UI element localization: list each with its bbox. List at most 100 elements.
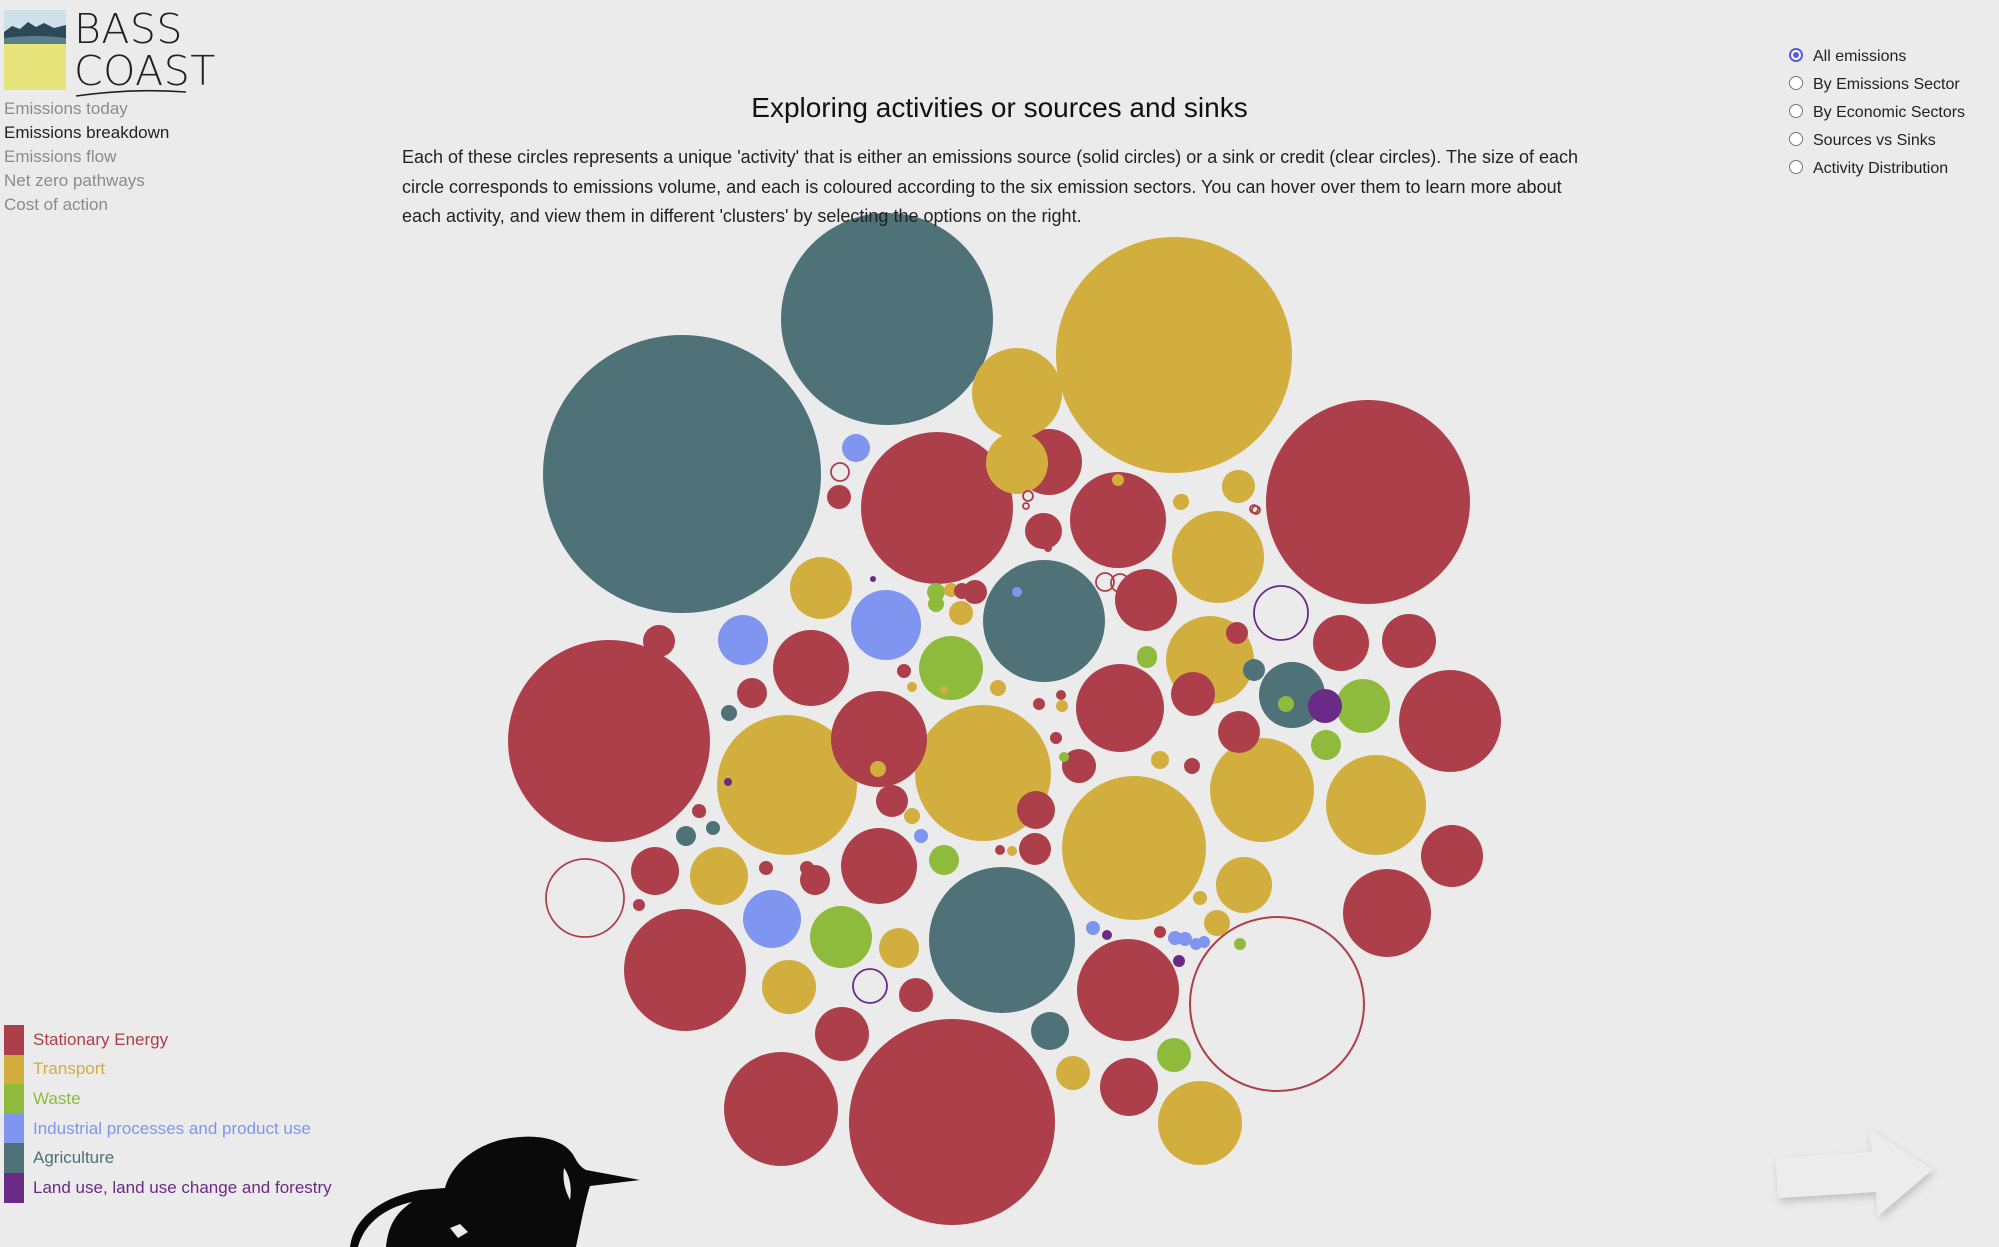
radio-by-economic-sectors[interactable] bbox=[1789, 104, 1803, 118]
activity-source-bubble[interactable] bbox=[1234, 938, 1246, 950]
activity-source-bubble[interactable] bbox=[1025, 513, 1061, 549]
activity-source-bubble[interactable] bbox=[676, 826, 696, 846]
activity-source-bubble[interactable] bbox=[1311, 730, 1341, 760]
activity-source-bubble[interactable] bbox=[773, 630, 849, 706]
nav-emissions-breakdown[interactable]: Emissions breakdown bbox=[4, 123, 170, 142]
activity-source-bubble[interactable] bbox=[1019, 833, 1051, 865]
activity-sink-bubble[interactable] bbox=[1022, 490, 1034, 502]
radio-by-emissions-sector[interactable] bbox=[1789, 76, 1803, 90]
activity-source-bubble[interactable] bbox=[870, 576, 876, 582]
activity-source-bubble[interactable] bbox=[929, 845, 959, 875]
activity-source-bubble[interactable] bbox=[963, 580, 987, 604]
activity-source-bubble[interactable] bbox=[1017, 791, 1055, 829]
activity-source-bubble[interactable] bbox=[914, 829, 928, 843]
nav-emissions-flow[interactable]: Emissions flow bbox=[4, 147, 117, 166]
activity-source-bubble[interactable] bbox=[831, 691, 927, 787]
activity-source-bubble[interactable] bbox=[1012, 587, 1022, 597]
activity-source-bubble[interactable] bbox=[1102, 930, 1112, 940]
activity-source-bubble[interactable] bbox=[1044, 544, 1052, 552]
next-arrow-button[interactable] bbox=[1770, 1118, 1940, 1223]
option-by-economic-sectors[interactable]: By Economic Sectors bbox=[1789, 99, 1965, 127]
activity-sink-bubble[interactable] bbox=[1249, 504, 1259, 514]
activity-source-bubble[interactable] bbox=[1082, 864, 1092, 874]
activity-source-bubble[interactable] bbox=[827, 485, 851, 509]
activity-source-bubble[interactable] bbox=[1175, 494, 1189, 508]
activity-source-bubble[interactable] bbox=[724, 778, 732, 786]
activity-source-bubble[interactable] bbox=[1184, 758, 1200, 774]
activity-source-bubble[interactable] bbox=[1336, 679, 1390, 733]
activity-source-bubble[interactable] bbox=[1100, 1058, 1158, 1116]
activity-source-bubble[interactable] bbox=[1259, 662, 1325, 728]
activity-sink-bubble[interactable] bbox=[545, 858, 625, 938]
activity-source-bubble[interactable] bbox=[810, 906, 872, 968]
activity-source-bubble[interactable] bbox=[904, 808, 920, 824]
activity-source-bubble[interactable] bbox=[897, 664, 911, 678]
activity-source-bubble[interactable] bbox=[759, 861, 773, 875]
activity-source-bubble[interactable] bbox=[790, 557, 852, 619]
activity-source-bubble[interactable] bbox=[879, 928, 919, 968]
activity-sink-bubble[interactable] bbox=[1110, 573, 1130, 593]
activity-source-bubble[interactable] bbox=[800, 861, 814, 875]
activity-source-bubble[interactable] bbox=[1033, 698, 1045, 710]
activity-source-bubble[interactable] bbox=[1086, 921, 1100, 935]
activity-source-bubble[interactable] bbox=[991, 682, 1005, 696]
activity-source-bubble[interactable] bbox=[762, 960, 816, 1014]
activity-source-bubble[interactable] bbox=[915, 705, 1051, 841]
activity-source-bubble[interactable] bbox=[1308, 689, 1342, 723]
option-all-emissions[interactable]: All emissions bbox=[1789, 43, 1965, 71]
activity-source-bubble[interactable] bbox=[1343, 869, 1431, 957]
activity-source-bubble[interactable] bbox=[861, 432, 1013, 584]
activity-source-bubble[interactable] bbox=[1204, 910, 1230, 936]
nav-net-zero-pathways[interactable]: Net zero pathways bbox=[4, 171, 145, 190]
activity-sink-bubble[interactable] bbox=[1253, 585, 1309, 641]
activity-source-bubble[interactable] bbox=[1056, 690, 1066, 700]
activity-source-bubble[interactable] bbox=[694, 806, 706, 818]
activity-source-bubble[interactable] bbox=[1112, 474, 1124, 486]
activity-source-bubble[interactable] bbox=[1062, 749, 1096, 783]
activity-source-bubble[interactable] bbox=[781, 213, 993, 425]
activity-source-bubble[interactable] bbox=[899, 978, 933, 1012]
activity-source-bubble[interactable] bbox=[1077, 939, 1179, 1041]
activity-source-bubble[interactable] bbox=[1178, 932, 1192, 946]
activity-source-bubble[interactable] bbox=[1076, 664, 1164, 752]
activity-sink-bubble[interactable] bbox=[1095, 572, 1115, 592]
activity-source-bubble[interactable] bbox=[949, 601, 973, 625]
activity-source-bubble[interactable] bbox=[1056, 1056, 1090, 1090]
option-by-emissions-sector[interactable]: By Emissions Sector bbox=[1789, 71, 1965, 99]
activity-source-bubble[interactable] bbox=[1031, 1012, 1069, 1050]
activity-source-bubble[interactable] bbox=[1059, 752, 1069, 762]
activity-source-bubble[interactable] bbox=[870, 761, 886, 777]
activity-source-bubble[interactable] bbox=[1007, 846, 1017, 856]
activity-source-bubble[interactable] bbox=[1070, 472, 1166, 568]
activity-source-bubble[interactable] bbox=[929, 867, 1075, 1013]
radio-all-emissions[interactable] bbox=[1789, 48, 1803, 62]
activity-source-bubble[interactable] bbox=[724, 1052, 838, 1166]
activity-source-bubble[interactable] bbox=[508, 640, 710, 842]
activity-sink-bubble[interactable] bbox=[1022, 502, 1030, 510]
activity-source-bubble[interactable] bbox=[883, 760, 901, 778]
activity-source-bubble[interactable] bbox=[721, 705, 737, 721]
activity-source-bubble[interactable] bbox=[1222, 471, 1254, 503]
activity-source-bubble[interactable] bbox=[995, 845, 1005, 855]
activity-source-bubble[interactable] bbox=[1382, 614, 1436, 668]
activity-source-bubble[interactable] bbox=[907, 682, 917, 692]
activity-source-bubble[interactable] bbox=[1172, 511, 1264, 603]
activity-source-bubble[interactable] bbox=[1216, 857, 1272, 913]
activity-source-bubble[interactable] bbox=[1210, 738, 1314, 842]
activity-sink-bubble[interactable] bbox=[1189, 916, 1365, 1092]
activity-sink-bubble[interactable] bbox=[852, 968, 888, 1004]
activity-source-bubble[interactable] bbox=[928, 596, 944, 612]
activity-source-bubble[interactable] bbox=[706, 821, 720, 835]
activity-source-bubble[interactable] bbox=[717, 715, 857, 855]
activity-source-bubble[interactable] bbox=[986, 432, 1048, 494]
activity-source-bubble[interactable] bbox=[1399, 670, 1501, 772]
activity-source-bubble[interactable] bbox=[815, 1007, 869, 1061]
activity-source-bubble[interactable] bbox=[972, 348, 1062, 438]
activity-source-bubble[interactable] bbox=[1173, 955, 1185, 967]
activity-source-bubble[interactable] bbox=[1137, 648, 1157, 668]
activity-source-bubble[interactable] bbox=[892, 742, 904, 754]
activity-source-bubble[interactable] bbox=[1151, 751, 1169, 769]
activity-source-bubble[interactable] bbox=[1421, 825, 1483, 887]
activity-source-bubble[interactable] bbox=[1062, 776, 1206, 920]
option-activity-distribution[interactable]: Activity Distribution bbox=[1789, 155, 1965, 183]
